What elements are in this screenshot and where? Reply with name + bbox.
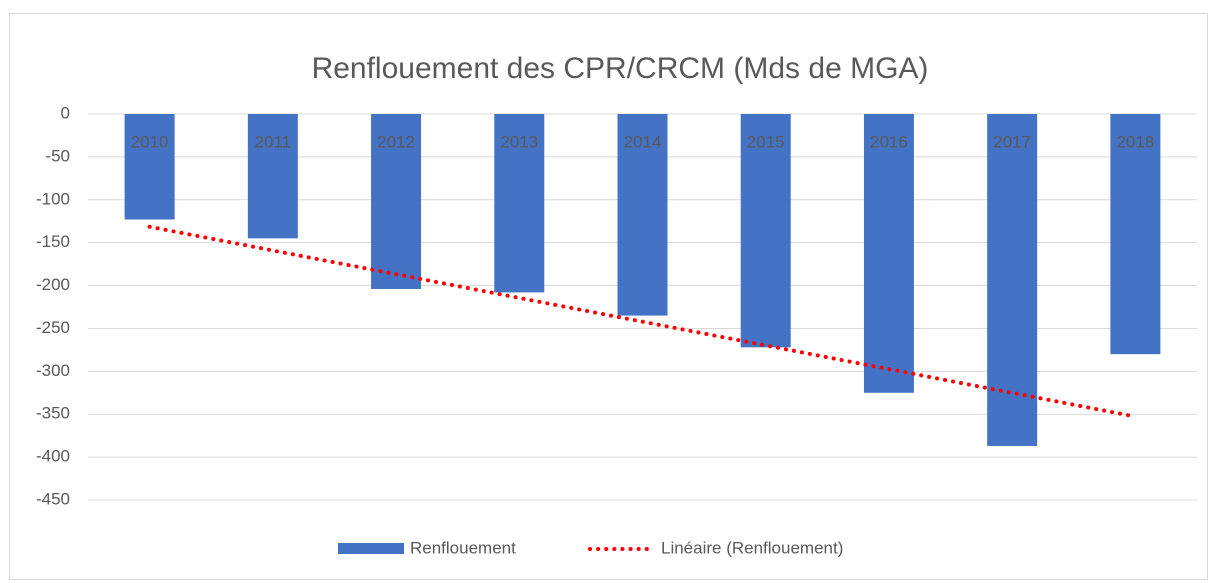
legend-swatch [338,543,404,554]
bar [863,114,914,393]
legend-label: Renflouement [410,538,516,557]
legend-label: Linéaire (Renflouement) [661,538,843,557]
x-tick-label: 2011 [255,132,292,151]
y-tick-label: -450 [36,489,70,508]
bar [740,114,791,348]
x-tick-label: 2013 [500,132,538,151]
chart-title: Renflouement des CPR/CRCM (Mds de MGA) [312,52,929,85]
bar [247,114,298,239]
bar [987,114,1038,446]
bar [371,114,422,289]
trendline [147,224,1138,419]
y-tick-label: -200 [36,275,70,294]
bar [1110,114,1161,355]
x-tick-label: 2012 [377,132,415,151]
y-tick-label: -350 [36,404,70,423]
x-tick-label: 2010 [131,132,169,151]
y-tick-label: -400 [36,447,70,466]
y-tick-label: -300 [36,361,70,380]
y-tick-label: 0 [61,103,70,122]
bar [494,114,545,293]
y-tick-label: -250 [36,318,70,337]
x-tick-label: 2014 [624,132,662,151]
y-tick-label: -100 [36,189,70,208]
x-tick-label: 2017 [993,132,1031,151]
bar [124,114,175,220]
y-tick-label: -150 [36,232,70,251]
x-tick-label: 2016 [870,132,908,151]
x-tick-label: 2015 [747,132,785,151]
x-tick-label: 2018 [1116,132,1154,151]
bar [617,114,668,316]
y-tick-label: -50 [45,146,70,165]
